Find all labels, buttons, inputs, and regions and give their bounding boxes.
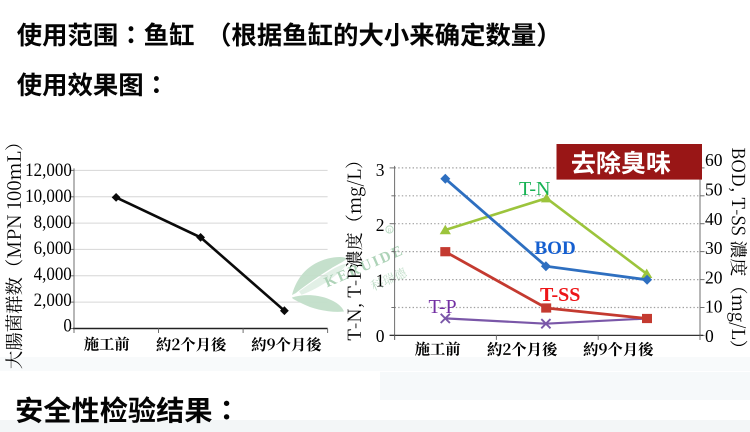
svg-text:BOD: BOD bbox=[535, 238, 576, 259]
svg-text:1: 1 bbox=[376, 271, 385, 291]
svg-text:R: R bbox=[388, 228, 393, 235]
svg-text:20: 20 bbox=[705, 267, 723, 287]
svg-text:10,000: 10,000 bbox=[25, 185, 72, 206]
svg-text:0: 0 bbox=[705, 326, 714, 346]
svg-text:T-N: T-N bbox=[519, 178, 550, 200]
svg-text:60: 60 bbox=[705, 150, 723, 170]
svg-text:0: 0 bbox=[63, 315, 71, 336]
svg-text:T-SS: T-SS bbox=[540, 284, 580, 306]
svg-text:0: 0 bbox=[376, 326, 385, 346]
svg-text:2: 2 bbox=[376, 215, 385, 235]
svg-text:2,000: 2,000 bbox=[34, 289, 72, 310]
svg-text:12,000: 12,000 bbox=[25, 159, 72, 180]
svg-text:50: 50 bbox=[705, 180, 723, 200]
svg-text:8,000: 8,000 bbox=[34, 211, 72, 232]
svg-text:6,000: 6,000 bbox=[34, 237, 72, 258]
svg-text:4,000: 4,000 bbox=[34, 263, 72, 284]
svg-text:T-P: T-P bbox=[429, 296, 457, 318]
svg-text:40: 40 bbox=[705, 209, 723, 229]
svg-text:30: 30 bbox=[705, 238, 723, 258]
svg-text:3: 3 bbox=[376, 160, 385, 180]
svg-text:10: 10 bbox=[705, 297, 723, 317]
